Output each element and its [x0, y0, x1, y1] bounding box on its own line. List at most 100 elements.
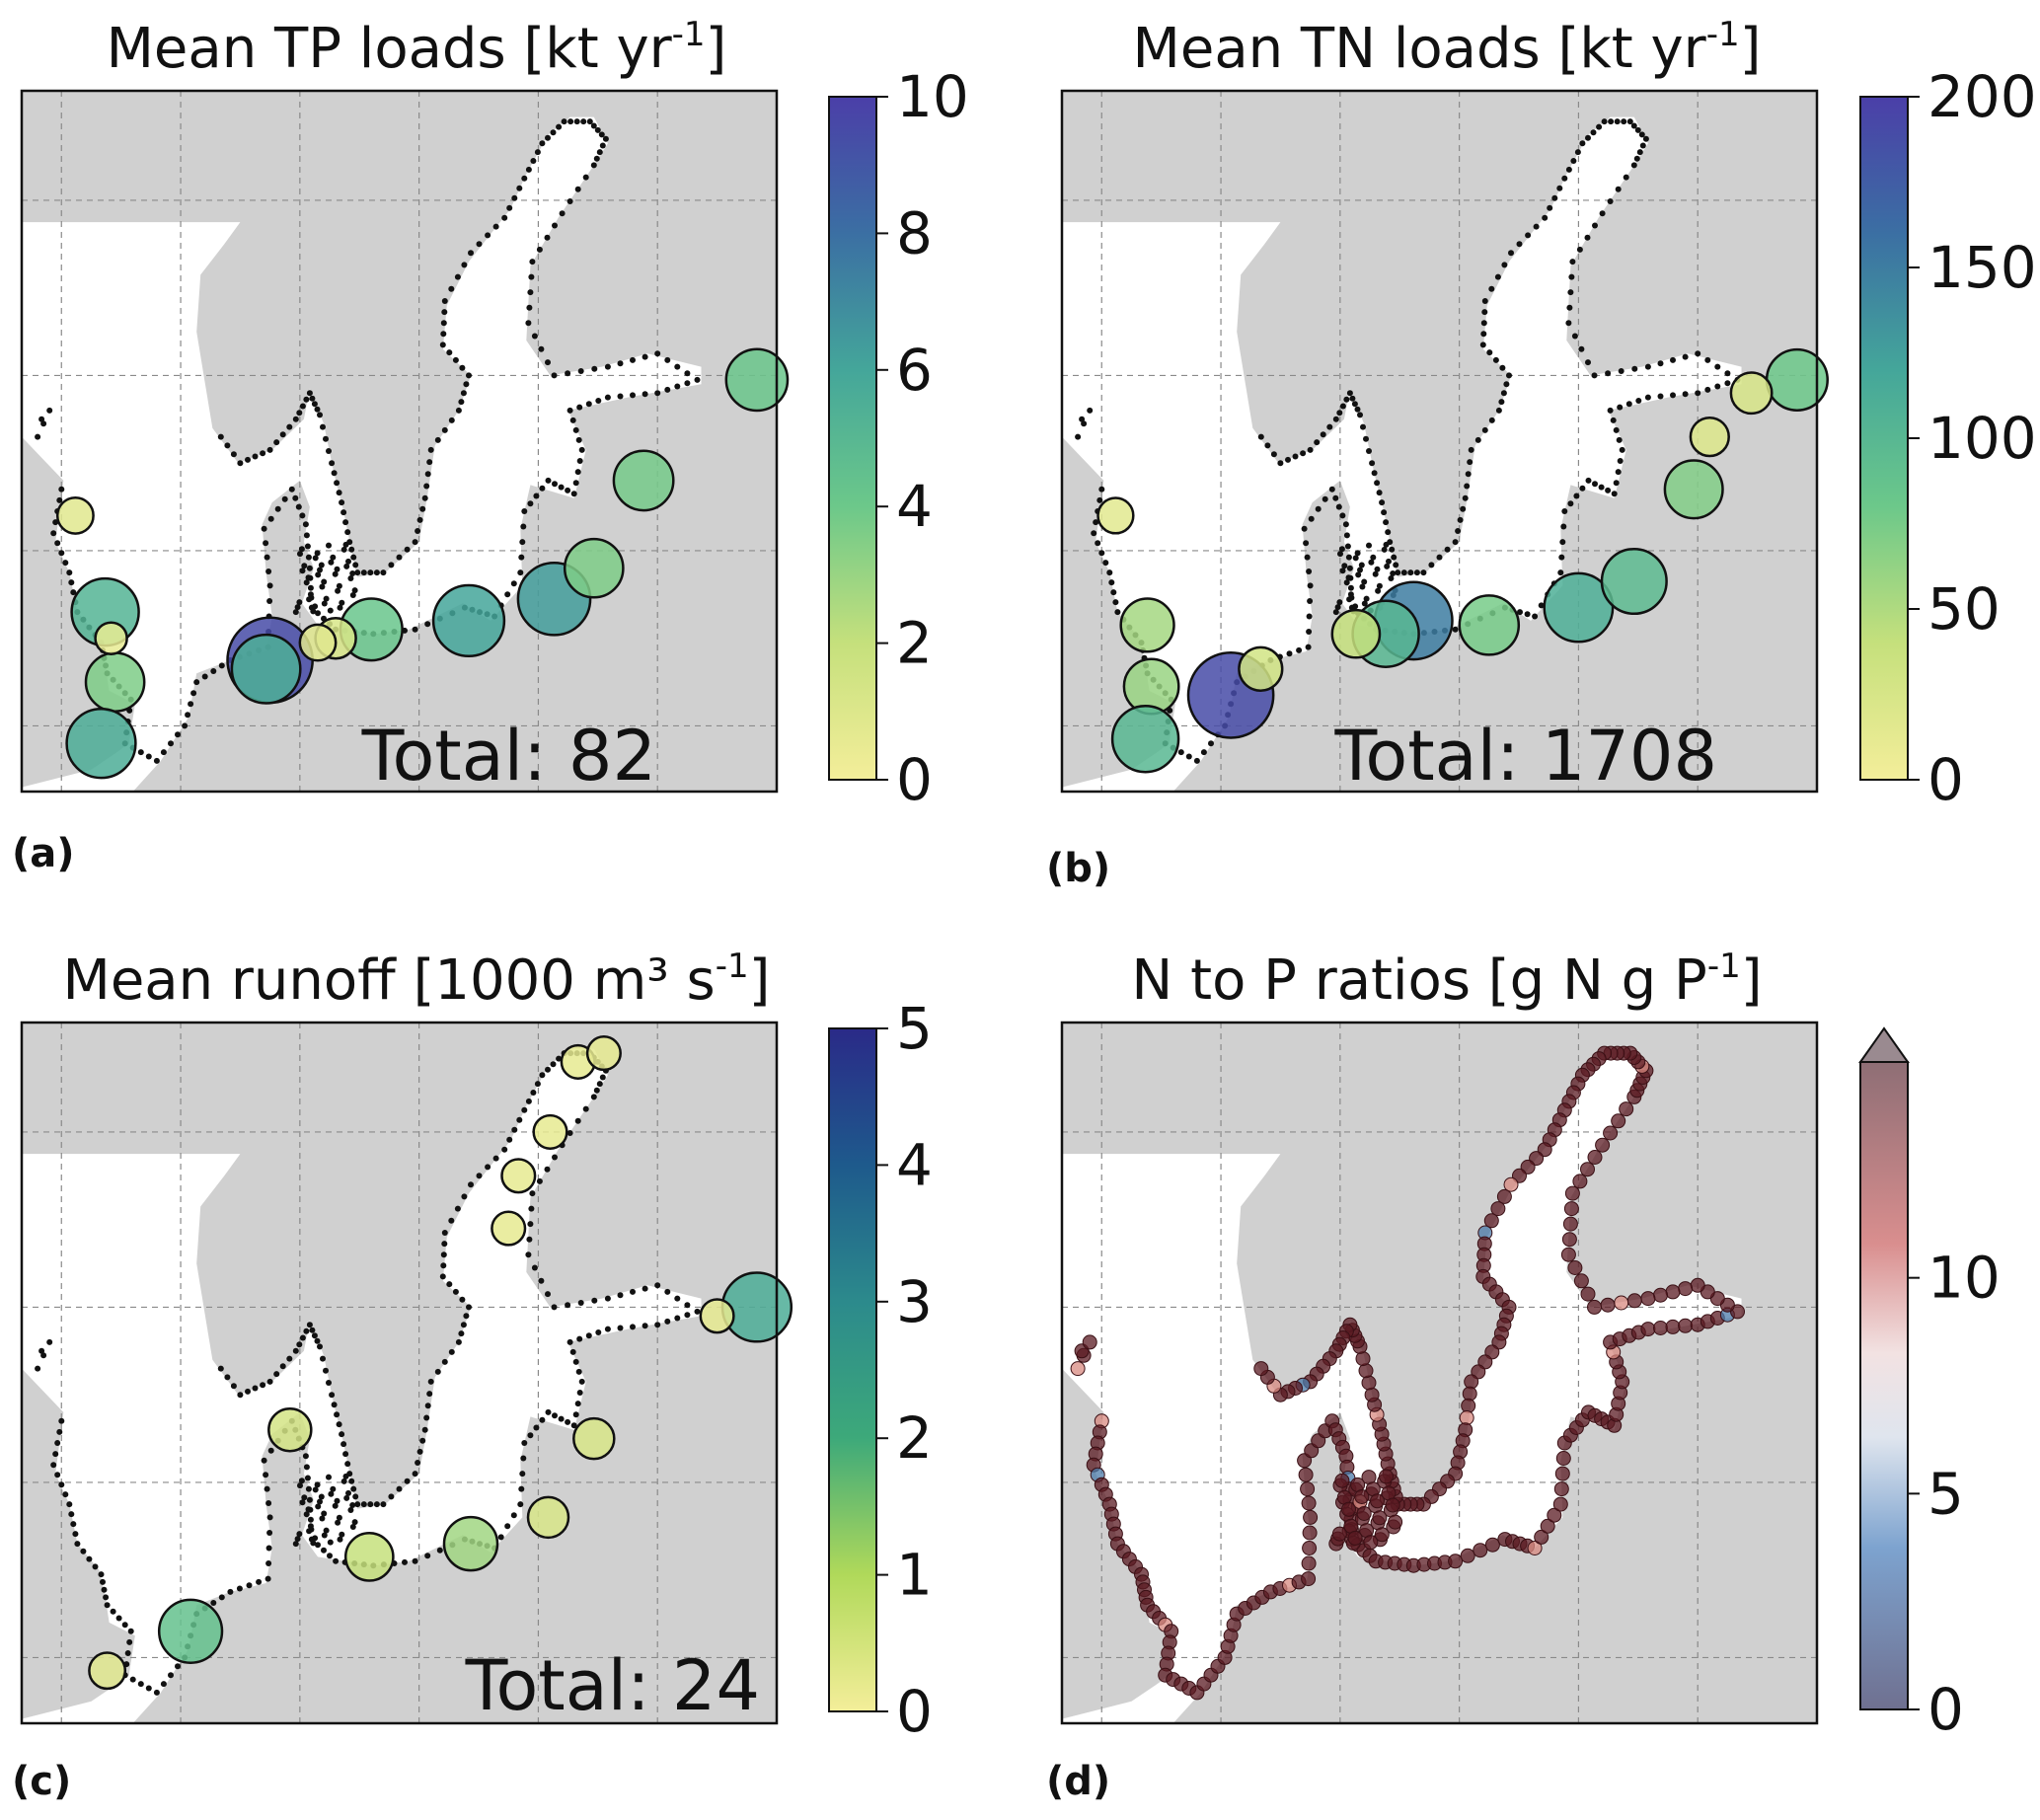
station-dot: [518, 554, 525, 561]
station-dot: [485, 232, 491, 239]
ratio-marker: [1388, 1514, 1403, 1530]
station-dot: [617, 393, 624, 400]
station-dot: [1114, 609, 1121, 616]
load-marker: [699, 1298, 735, 1334]
ratio-marker: [1527, 1541, 1543, 1555]
station-dot: [396, 554, 403, 561]
station-dot: [556, 123, 563, 130]
load-marker: [1729, 371, 1774, 416]
station-dot: [617, 1292, 624, 1299]
station-dot: [545, 1408, 552, 1415]
station-dot: [1631, 365, 1638, 372]
load-marker: [1600, 547, 1668, 616]
station-dot: [412, 1557, 418, 1564]
station-dot: [1307, 446, 1314, 453]
station-dot: [103, 1594, 110, 1601]
station-dot: [550, 1061, 557, 1068]
load-marker: [1663, 459, 1724, 520]
station-dot: [217, 433, 224, 440]
station-dot: [327, 607, 334, 614]
station-dot: [521, 508, 528, 514]
station-dot: [552, 1154, 558, 1161]
load-marker: [572, 1416, 616, 1461]
station-dot: [1363, 595, 1370, 602]
ratio-marker: [1614, 1295, 1629, 1311]
station-dot: [62, 560, 69, 567]
station-dot: [520, 523, 527, 530]
station-dot: [582, 1105, 589, 1112]
station-dot: [281, 495, 288, 502]
station-dot: [267, 1447, 274, 1454]
station-dot: [604, 363, 611, 370]
station-dot: [454, 1205, 461, 1212]
station-dot: [349, 1502, 356, 1508]
station-dot: [674, 363, 681, 370]
station-dot: [348, 1478, 355, 1484]
station-dot: [237, 1392, 244, 1399]
station-dot: [455, 407, 462, 414]
station-dot: [1343, 396, 1350, 403]
station-dot: [1560, 523, 1567, 530]
colorbar-tick-label: 0: [1927, 1676, 1964, 1743]
station-dot: [1360, 423, 1366, 430]
station-dot: [1400, 569, 1407, 576]
station-dot: [654, 1282, 661, 1289]
station-dot: [539, 1416, 546, 1423]
station-dot: [1369, 460, 1376, 467]
station-dot: [630, 356, 636, 363]
station-dot: [1682, 391, 1689, 398]
station-dot: [1436, 554, 1443, 561]
station-dot: [1314, 439, 1321, 446]
station-dot: [1351, 401, 1358, 408]
station-dot: [574, 186, 581, 192]
station-dot: [527, 1221, 534, 1228]
station-dot: [521, 1440, 528, 1446]
total-label: Total: 1708: [1334, 716, 1717, 796]
station-dot: [617, 360, 624, 367]
ratio-marker: [1690, 1277, 1705, 1293]
station-dot: [50, 530, 57, 537]
ratio-marker: [1374, 1527, 1390, 1543]
ratio-marker: [1547, 1507, 1562, 1523]
station-dot: [674, 383, 681, 390]
station-dot: [1633, 155, 1640, 162]
station-dot: [448, 1217, 455, 1224]
station-dot: [292, 494, 299, 501]
station-dot: [516, 1116, 523, 1123]
station-dot: [545, 134, 551, 141]
station-dot: [336, 582, 342, 589]
station-dot: [70, 1521, 77, 1528]
station-dot: [1576, 246, 1583, 253]
station-dot: [574, 1401, 581, 1407]
station-dot: [56, 1428, 63, 1435]
station-dot: [604, 1326, 611, 1332]
station-dot: [309, 395, 316, 402]
station-dot: [335, 587, 341, 594]
station-dot: [458, 1330, 465, 1337]
station-dot: [565, 1302, 571, 1309]
station-dot: [1498, 399, 1505, 406]
load-marker: [1330, 608, 1382, 659]
station-dot: [1642, 135, 1649, 142]
station-dot: [436, 1547, 443, 1554]
station-dot: [345, 558, 351, 565]
station-dot: [342, 1451, 349, 1458]
colorbar-tick-label: 10: [896, 63, 969, 130]
station-dot: [188, 701, 194, 708]
station-dot: [684, 380, 691, 387]
station-dot: [145, 1685, 152, 1692]
station-dot: [297, 1482, 303, 1489]
station-dot: [504, 1523, 511, 1530]
station-dot: [306, 1322, 313, 1328]
station-dot: [388, 562, 395, 569]
station-dot: [551, 372, 558, 379]
station-dot: [1328, 486, 1335, 493]
station-dot: [510, 580, 517, 587]
station-dot: [348, 546, 355, 553]
station-dot: [1578, 345, 1585, 352]
station-dot: [1106, 569, 1113, 576]
station-dot: [256, 1578, 263, 1585]
station-dot: [1499, 364, 1506, 371]
sea-area: [22, 116, 702, 793]
station-dot: [1332, 494, 1339, 501]
